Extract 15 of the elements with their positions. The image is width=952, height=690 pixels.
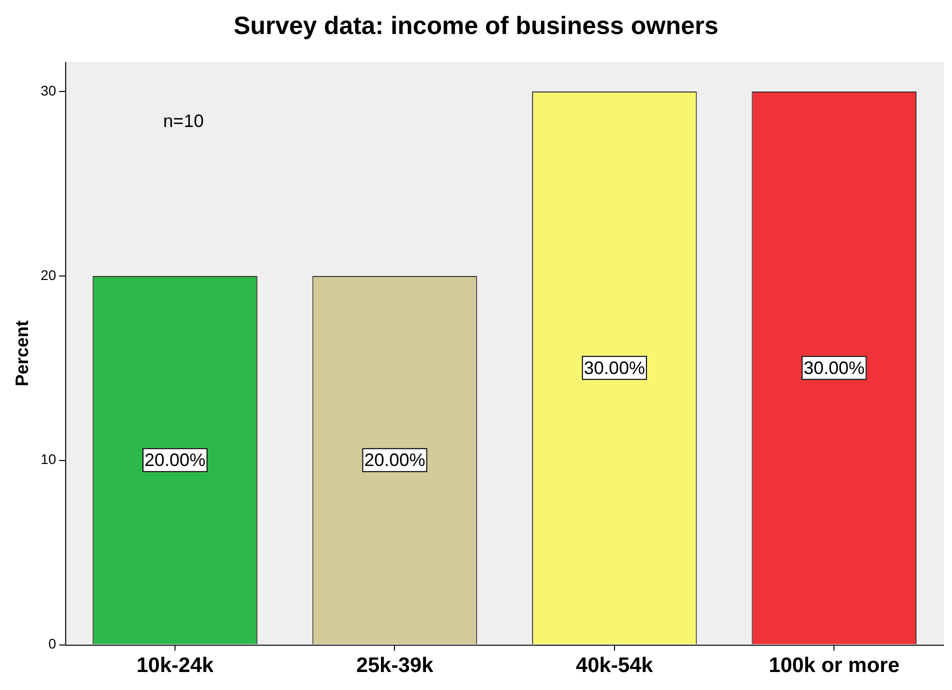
data-label: 30.00%: [584, 358, 645, 378]
y-tick-label: 20: [40, 266, 56, 283]
x-tick-label: 40k-54k: [576, 654, 654, 678]
data-label: 20.00%: [144, 450, 206, 470]
x-tick-label: 100k or more: [768, 654, 900, 678]
x-tick-label: 10k-24k: [136, 654, 214, 678]
y-tick-label: 30: [40, 82, 56, 98]
x-tick-label: 25k-39k: [356, 654, 434, 678]
y-tick-label: 10: [40, 451, 56, 468]
annotation: n=10: [163, 110, 204, 131]
y-axis-title: Percent: [12, 320, 32, 386]
chart-title: Survey data: income of business owners: [234, 12, 718, 40]
data-label: 20.00%: [364, 450, 426, 470]
y-tick-label: 0: [48, 636, 56, 652]
data-label: 30.00%: [804, 358, 865, 378]
